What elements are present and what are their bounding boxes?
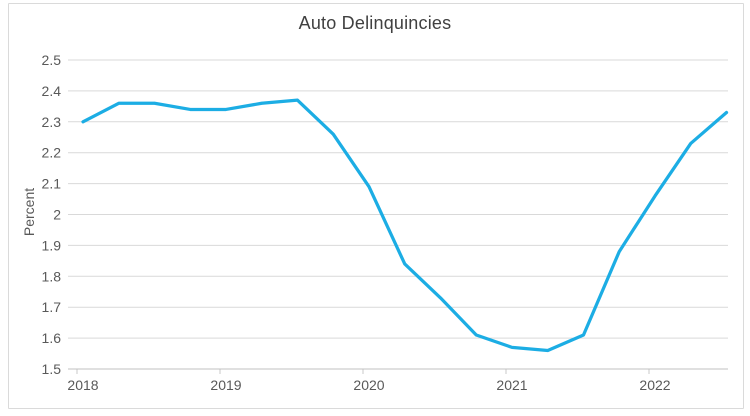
x-tick-label: 2022 <box>639 377 670 393</box>
x-tick-label: 2019 <box>210 377 241 393</box>
x-tick-label: 2020 <box>353 377 384 393</box>
y-tick-label: 1.9 <box>42 237 62 253</box>
y-tick-label: 1.8 <box>42 268 62 284</box>
y-tick-label: 2.5 <box>42 52 62 68</box>
y-tick-label: 1.5 <box>42 361 62 377</box>
y-tick-label: 1.7 <box>42 299 62 315</box>
x-tick-label: 2021 <box>496 377 527 393</box>
y-tick-label: 2 <box>53 207 61 223</box>
chart-frame <box>8 3 744 409</box>
chart-title: Auto Delinquincies <box>298 13 452 33</box>
y-tick-label: 2.3 <box>42 114 62 130</box>
y-tick-label: 1.6 <box>42 330 62 346</box>
y-tick-label: 2.4 <box>42 83 62 99</box>
x-tick-label: 2018 <box>67 377 98 393</box>
y-tick-label: 2.1 <box>42 176 62 192</box>
series-line-auto-delinquencies <box>81 98 729 353</box>
y-tick-label: 2.2 <box>42 145 62 161</box>
